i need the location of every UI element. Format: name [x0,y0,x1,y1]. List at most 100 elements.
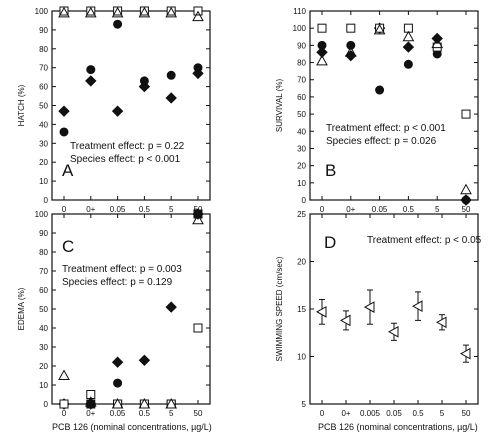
y-tick-label: 70 [39,267,48,276]
x-tick-label: 0.5 [139,409,151,418]
panel-letter: D [324,233,336,252]
plot-frame [51,10,211,201]
y-tick-label: 60 [39,286,48,295]
data-point-square-open [86,390,96,399]
data-point-diamond-filled [460,194,472,206]
y-tick-label: 100 [35,210,49,219]
y-tick-label: 20 [297,258,306,267]
data-point-circle-filled [166,70,176,80]
x-tick-label: 0.5 [403,205,415,214]
data-point-diamond-filled [165,92,177,104]
y-tick-label: 25 [297,210,306,219]
panel-letter: B [325,161,336,180]
data-point-triangle-open [192,10,204,22]
data-point-triangle-left-open [387,325,399,338]
panel-B: 0 10 20 30 40 50 60 70 80 90 100 110 0 0+ 0.05 0.5 5 50 SU… [275,7,479,214]
data-point-diamond-filled [58,105,70,117]
y-tick-label: 30 [39,343,48,352]
annotation: Species effect: p = 0.129 [62,277,173,288]
y-tick-label: 100 [35,7,49,16]
x-tick-label: 0+ [86,205,95,214]
data-point-triangle-open [138,397,151,409]
data-point-triangle-open [316,54,328,66]
y-tick-label: 90 [297,41,306,50]
y-tick-label: 0 [44,196,49,205]
data-point-triangle-left-open [339,314,351,327]
y-tick-label: 110 [293,7,306,16]
data-point-triangle-open [58,369,70,380]
y-tick-label: 50 [39,305,48,314]
annotation: Treatment effect: p < 0.05 [367,235,482,246]
data-point-circle-filled [113,378,123,388]
plot-frame [309,10,479,201]
y-tick-label: 90 [39,26,48,35]
x-tick-label: 5 [440,409,445,418]
data-point-triangle-open [138,6,151,18]
data-point-triangle-open [84,6,97,18]
data-point-square-open [346,23,356,33]
x-tick-label: 0.5 [412,409,424,418]
data-point-diamond-filled [345,49,357,62]
x-tick-label: 0.05 [386,409,402,418]
annotation: Treatment effect: p = 0.003 [62,264,182,275]
panel-D: 5 10 15 20 25 0 0+ 0.005 0.05 0.5 5 50 SWIMMING SPEE… [275,210,482,418]
data-point-triangle-open [111,397,124,409]
y-tick-label: 50 [297,110,306,119]
y-axis-label: EDEMA (%) [17,287,26,330]
x-tick-label: 0+ [346,205,355,214]
data-point-diamond-filled [165,301,177,313]
x-tick-label: 0+ [341,409,350,418]
data-point-diamond-filled [192,67,204,80]
x-tick-label: 0 [62,205,67,214]
plot-frame [51,213,211,405]
y-tick-label: 80 [39,45,48,54]
x-tick-label: 0.05 [110,409,126,418]
data-point-triangle-left-open [411,300,423,312]
y-tick-label: 60 [39,83,48,92]
data-point-triangle-left-open [435,316,447,329]
y-tick-label: 5 [302,400,307,409]
y-axis-label: SURVIVAL (%) [275,79,284,133]
data-point-diamond-filled [402,41,415,53]
data-point-triangle-open [58,6,70,18]
annotation: Treatment effect: p = 0.22 [70,141,185,152]
y-tick-label: 40 [39,120,48,129]
data-point-triangle-open [165,6,178,18]
data-point-circle-filled [403,59,413,69]
x-tick-label: 0+ [86,409,95,418]
x-axis-title-right: PCB 126 (nominal concentrations, µg/L) [318,422,478,432]
data-point-diamond-filled [316,46,328,58]
y-tick-label: 70 [39,64,48,73]
y-tick-label: 30 [39,139,48,148]
x-tick-label: 0.005 [360,409,381,418]
y-axis-label: SWIMMING SPEED (cm/sec) [275,256,284,361]
x-tick-label: 50 [462,205,471,214]
data-point-circle-filled [86,65,96,75]
panel-letter: C [62,237,74,256]
y-tick-label: 80 [39,248,48,257]
data-point-diamond-filled [138,80,151,93]
x-tick-label: 5 [169,409,174,418]
y-tick-label: 100 [293,24,307,33]
annotation: Species effect: p < 0.001 [70,154,181,165]
data-point-circle-filled [59,127,69,137]
x-axis-title: PCB 126 (nominal concentrations, µg/L) [52,422,212,432]
data-point-triangle-open [111,6,124,18]
y-tick-label: 90 [39,229,48,238]
data-point-circle-filled [113,19,123,29]
data-point-diamond-filled [138,354,151,367]
x-tick-label: 50 [194,409,203,418]
x-tick-label: 0.05 [110,205,126,214]
x-tick-label: 0.05 [372,205,388,214]
data-point-triangle-open [344,46,357,57]
data-point-triangle-left-open [363,301,375,313]
x-tick-label: 0.5 [139,205,151,214]
y-tick-label: 15 [297,305,306,314]
x-tick-label: 5 [169,205,174,214]
x-tick-label: 5 [435,205,440,214]
data-point-square-open [461,109,471,119]
data-point-triangle-open [460,183,472,195]
data-point-square-open [432,42,442,52]
